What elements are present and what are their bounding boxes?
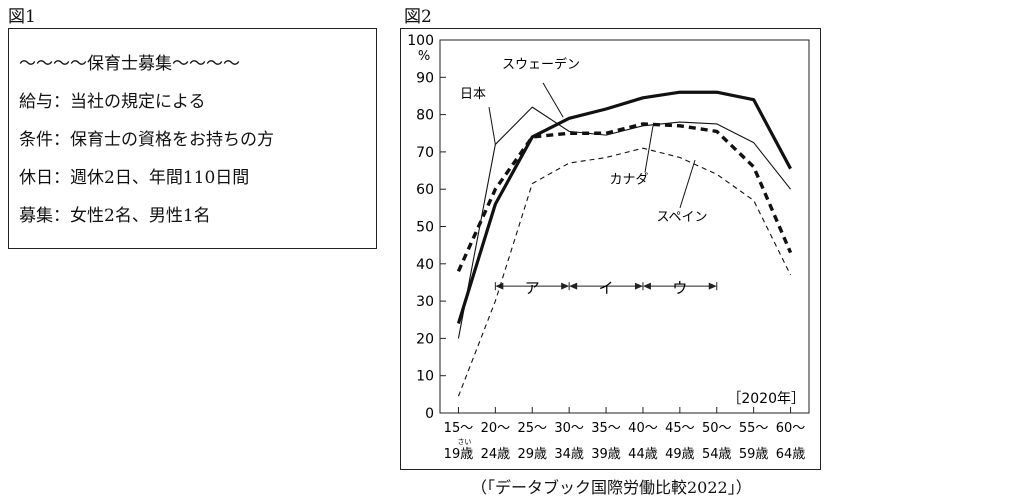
y-tick-label: 60 [416,182,434,198]
range-arrow-head-right [708,282,717,290]
year-label: ［2020年］ [727,391,805,407]
x-tick-label-top: 60〜 [776,421,806,436]
y-tick-label: 10 [416,369,434,385]
series-label: 日本 [460,87,486,102]
series-line-2 [456,122,793,272]
range-arrow-head-left [495,282,504,290]
series-label: カナダ [609,173,648,188]
y-tick-label: 80 [416,108,434,124]
x-tick-label-top: 40〜 [628,421,658,436]
y-tick-label: 100 [407,33,434,49]
x-tick-label-bottom: 59歳 [739,447,769,462]
x-tick-label-bottom: 29歳 [517,447,547,462]
chart-frame: 0 10 20 30 40 50 60 70 80 90 100% 15〜 19歳 20〜 24歳 25〜 29… [400,28,821,470]
series-leader-line [542,82,564,118]
posting-recruitment: 募集：女性2名、男性1名 [19,206,211,226]
x-tick-label-bottom: 24歳 [481,447,511,462]
x-tick-label-top: 45〜 [665,421,695,436]
y-unit-label: % [418,49,430,64]
x-tick-label-bottom: 19歳 [444,447,474,462]
figure2-label: 図2 [404,7,432,27]
series-leader-line [679,159,696,208]
x-tick-label-top: 55〜 [739,421,769,436]
x-tick-label-bottom: 64歳 [776,447,806,462]
source-citation: （「データブック国際労働比較2022」） [471,478,752,497]
posting-title: 〜〜〜〜保育士募集〜〜〜〜 [19,54,240,74]
y-tick-label: 0 [425,406,434,422]
series-leader-line [488,107,496,145]
range-arrow-head-right [634,282,643,290]
x-tick-label-top: 20〜 [481,421,511,436]
x-tick-label-top: 15〜 [444,421,474,436]
plot-area [439,39,810,414]
posting-conditions: 条件：保育士の資格をお持ちの方 [19,130,274,150]
range-arrow-head-left [569,282,578,290]
y-tick-label: 50 [416,220,434,236]
range-arrow-head-left [642,282,651,290]
x-tick-label-bottom: 34歳 [554,447,584,462]
x-tick-label-bottom: 44歳 [628,447,658,462]
figure1-label: 図1 [8,7,36,27]
x-tick-label-top: 25〜 [517,421,547,436]
y-tick-label: 40 [416,257,434,273]
range-arrow-head-right [561,282,570,290]
x-tick-label-bottom: 39歳 [591,447,621,462]
range-label: ア [525,279,540,297]
job-posting-box: 〜〜〜〜保育士募集〜〜〜〜 給与：当社の規定による 条件：保育士の資格をお持ちの… [8,28,377,249]
line-chart: 0 10 20 30 40 50 60 70 80 90 100% 15〜 19歳 20〜 24歳 25〜 29… [407,33,810,462]
y-tick-label: 70 [416,145,434,161]
y-tick-label: 90 [416,70,434,86]
posting-salary: 給与：当社の規定による [19,92,206,112]
range-label: イ [599,279,614,297]
series-label: スウェーデン [502,57,580,73]
x-tick-label-top: 35〜 [591,421,621,436]
x-tick-label-top: 50〜 [702,421,732,436]
furigana-label: さい [457,438,471,446]
series-line-0 [456,90,792,324]
series-line-1 [457,106,791,339]
series-label: スペイン [656,210,707,225]
range-label: ウ [672,279,687,297]
posting-holidays: 休日：週休2日、年間110日間 [19,168,250,188]
x-tick-label-bottom: 54歳 [702,447,732,462]
y-tick-label: 20 [416,331,434,347]
y-tick-label: 30 [416,294,434,310]
x-tick-label-bottom: 49歳 [665,447,695,462]
x-tick-label-top: 30〜 [554,421,584,436]
series-leader-line [644,125,654,173]
series-line-3 [457,147,792,397]
